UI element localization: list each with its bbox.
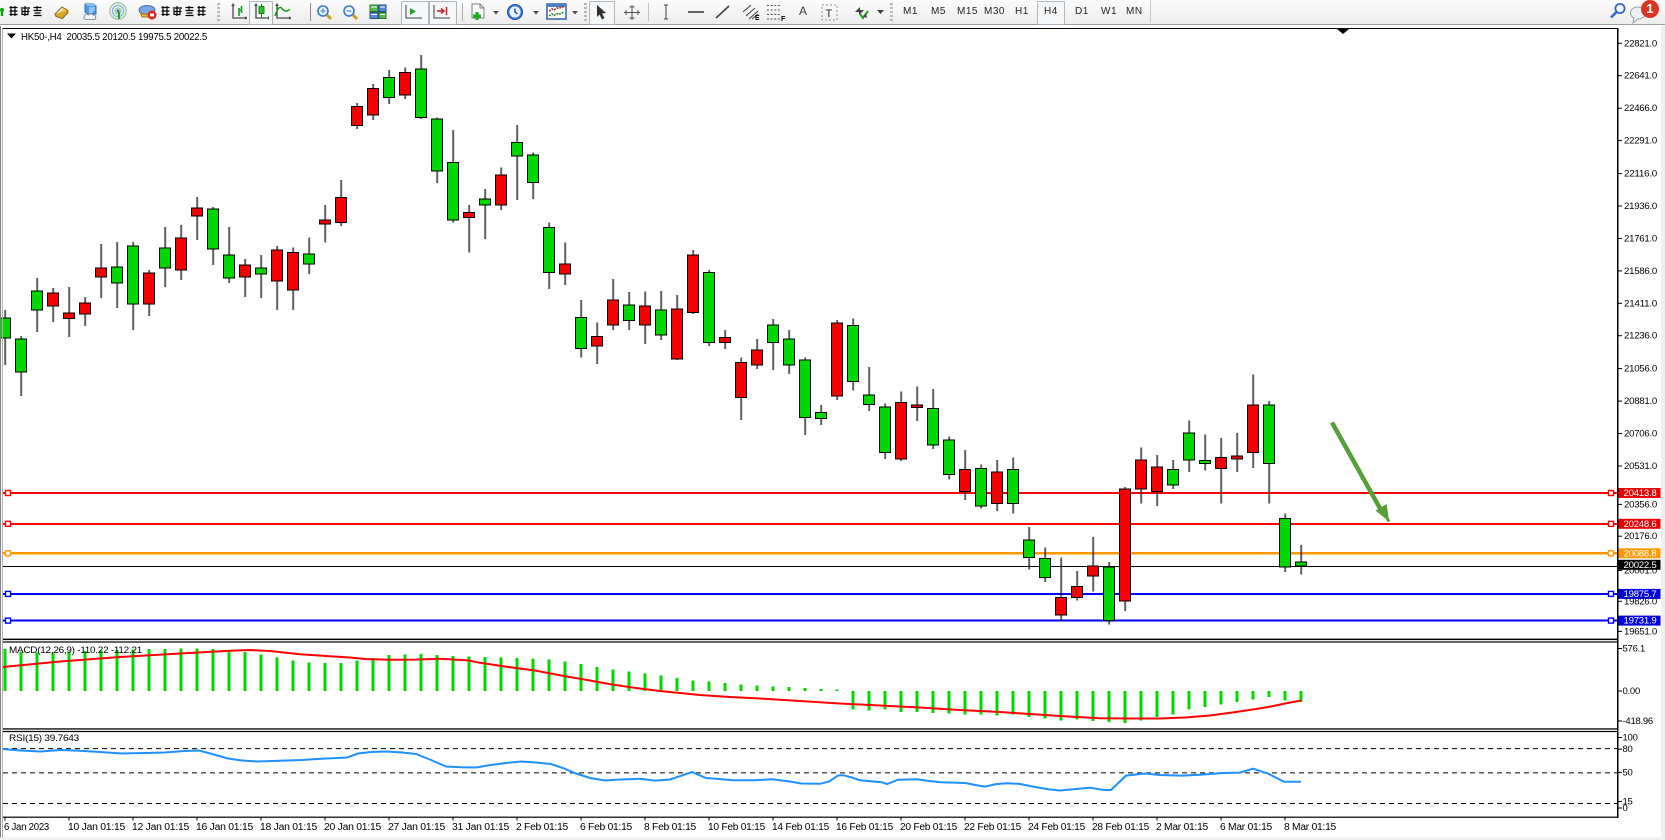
svg-text:27 Jan 01:15: 27 Jan 01:15 (388, 822, 446, 833)
svg-text:19651.0: 19651.0 (1624, 626, 1657, 636)
svg-text:21936.0: 21936.0 (1624, 201, 1657, 211)
svg-text:20 Jan 01:15: 20 Jan 01:15 (324, 822, 382, 833)
svg-text:2 Feb 01:15: 2 Feb 01:15 (516, 822, 569, 833)
svg-text:8 Feb 01:15: 8 Feb 01:15 (644, 822, 697, 833)
svg-text:16 Feb 01:15: 16 Feb 01:15 (836, 822, 894, 833)
svg-text:6 Jan 2023: 6 Jan 2023 (4, 822, 50, 833)
svg-text:28 Feb 01:15: 28 Feb 01:15 (1092, 822, 1150, 833)
svg-text:20001.0: 20001.0 (1624, 566, 1657, 576)
svg-text:80: 80 (1623, 744, 1633, 755)
svg-text:E: E (755, 15, 760, 22)
svg-text:12 Jan 01:15: 12 Jan 01:15 (132, 822, 190, 833)
svg-text:21236.0: 21236.0 (1624, 331, 1657, 341)
svg-text:24 Feb 01:15: 24 Feb 01:15 (1028, 822, 1086, 833)
svg-text:21761.0: 21761.0 (1624, 233, 1657, 243)
svg-text:6 Mar 01:15: 6 Mar 01:15 (1220, 822, 1273, 833)
svg-text:21411.0: 21411.0 (1624, 298, 1657, 308)
svg-text:20356.0: 20356.0 (1624, 499, 1657, 509)
svg-text:14 Feb 01:15: 14 Feb 01:15 (772, 822, 830, 833)
svg-text:19731.9: 19731.9 (1624, 616, 1657, 626)
svg-text:20088.8: 20088.8 (1624, 548, 1657, 558)
svg-text:8 Mar 01:15: 8 Mar 01:15 (1284, 822, 1337, 833)
svg-text:22 Feb 01:15: 22 Feb 01:15 (964, 822, 1022, 833)
svg-text:19875.7: 19875.7 (1624, 589, 1657, 599)
svg-text:0: 0 (1623, 803, 1628, 814)
svg-text:31 Jan 01:15: 31 Jan 01:15 (452, 822, 510, 833)
svg-text:6 Feb 01:15: 6 Feb 01:15 (580, 822, 633, 833)
svg-text:22116.0: 22116.0 (1624, 169, 1657, 179)
svg-text:MACD(12,26,9) -110.22 -112.21: MACD(12,26,9) -110.22 -112.21 (9, 645, 142, 656)
svg-text:576.1: 576.1 (1623, 644, 1646, 655)
svg-text:20 Feb 01:15: 20 Feb 01:15 (900, 822, 958, 833)
svg-text:22641.0: 22641.0 (1624, 71, 1657, 81)
svg-text:20881.0: 20881.0 (1624, 396, 1657, 406)
svg-text:22466.0: 22466.0 (1624, 103, 1657, 113)
svg-text:10 Feb 01:15: 10 Feb 01:15 (708, 822, 766, 833)
svg-text:15: 15 (1623, 797, 1633, 808)
svg-text:18 Jan 01:15: 18 Jan 01:15 (260, 822, 318, 833)
svg-text:50: 50 (1623, 767, 1633, 778)
svg-text:20706.0: 20706.0 (1624, 429, 1657, 439)
svg-text:HK50-,H4 20035.5 20120.5 1997: HK50-,H4 20035.5 20120.5 19975.5 20022.5 (21, 32, 208, 43)
svg-text:2 Mar 01:15: 2 Mar 01:15 (1156, 822, 1209, 833)
svg-text:T: T (826, 8, 833, 20)
svg-text:22291.0: 22291.0 (1624, 136, 1657, 146)
svg-text:0.00: 0.00 (1623, 686, 1641, 697)
svg-text:20248.6: 20248.6 (1624, 519, 1657, 529)
svg-text:100: 100 (1623, 733, 1638, 744)
svg-text:21586.0: 21586.0 (1624, 266, 1657, 276)
svg-text:20531.0: 20531.0 (1624, 461, 1657, 471)
svg-text:RSI(15) 39.7643: RSI(15) 39.7643 (9, 733, 79, 744)
svg-text:16 Jan 01:15: 16 Jan 01:15 (196, 822, 254, 833)
svg-text:20413.8: 20413.8 (1624, 488, 1657, 498)
svg-text:19826.0: 19826.0 (1624, 596, 1657, 606)
svg-text:F: F (781, 16, 786, 22)
svg-text:10 Jan 01:15: 10 Jan 01:15 (68, 822, 126, 833)
svg-text:-418.96: -418.96 (1623, 716, 1653, 727)
svg-text:21056.0: 21056.0 (1624, 364, 1657, 374)
svg-text:20176.0: 20176.0 (1624, 531, 1657, 541)
svg-text:22821.0: 22821.0 (1624, 38, 1657, 48)
svg-text:20022.5: 20022.5 (1624, 560, 1657, 570)
